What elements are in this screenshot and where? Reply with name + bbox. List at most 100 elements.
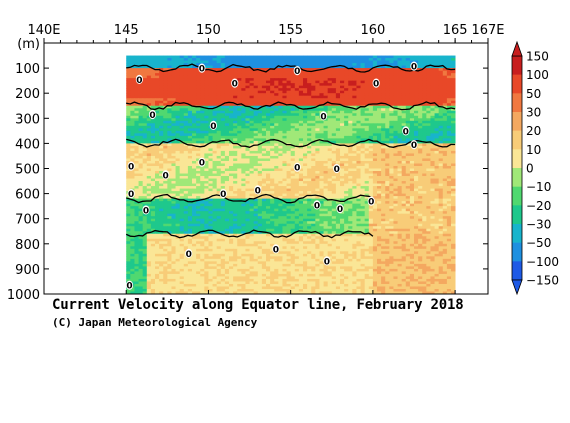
field-cell (245, 153, 250, 157)
field-cell (212, 85, 218, 89)
field-cell (418, 115, 423, 119)
field-cell (422, 80, 427, 84)
field-cell (266, 70, 271, 74)
field-cell (356, 130, 361, 134)
field-cell (348, 153, 353, 157)
field-cell (257, 130, 263, 134)
field-cell (422, 125, 427, 129)
field-cell (183, 173, 189, 177)
field-cell (196, 98, 201, 102)
field-cell (298, 145, 304, 149)
field-cell (418, 90, 423, 94)
field-cell (381, 83, 386, 87)
field-cell (150, 85, 156, 89)
field-cell (126, 178, 131, 182)
field-cell (348, 165, 353, 169)
field-cell (434, 115, 440, 119)
field-cell (434, 140, 440, 144)
field-cell (187, 123, 193, 127)
field-cell (397, 178, 403, 182)
field-cell (401, 78, 407, 82)
field-cell (319, 125, 324, 129)
field-cell (418, 148, 423, 152)
field-cell (368, 90, 374, 94)
field-cell (155, 188, 160, 192)
field-cell (237, 85, 242, 89)
field-cell (385, 163, 390, 167)
field-cell (134, 63, 139, 66)
field-cell (377, 155, 382, 159)
field-cell (146, 135, 152, 139)
field-cell (216, 125, 222, 129)
field-cell (401, 191, 407, 194)
field-cell (414, 55, 419, 59)
field-cell (340, 120, 345, 124)
field-cell (278, 105, 283, 109)
field-cell (381, 115, 386, 119)
field-cell (233, 93, 238, 97)
field-cell (138, 186, 144, 189)
field-cell (323, 78, 329, 82)
field-cell (167, 145, 172, 149)
field-cell (319, 165, 324, 169)
field-cell (451, 78, 456, 82)
field-cell (311, 55, 316, 59)
field-cell (204, 75, 209, 79)
field-cell (294, 133, 300, 137)
field-cell (422, 60, 427, 64)
field-cell (150, 148, 156, 152)
field-cell (266, 145, 271, 149)
field-cell (323, 171, 329, 174)
field-cell (261, 148, 267, 152)
field-cell (389, 125, 394, 129)
field-cell (340, 110, 345, 114)
field-cell (418, 80, 423, 84)
field-cell (146, 108, 152, 112)
field-cell (442, 118, 448, 122)
field-cell (344, 73, 349, 77)
field-cell (146, 63, 152, 66)
field-cell (397, 191, 403, 194)
field-cell (196, 183, 201, 187)
field-cell (208, 208, 213, 212)
field-cell (237, 138, 242, 142)
field-cell (261, 211, 267, 215)
field-cell (196, 140, 201, 144)
field-cell (430, 176, 435, 179)
field-cell (150, 155, 156, 159)
field-cell (245, 120, 250, 124)
field-cell (150, 138, 156, 142)
field-cell (286, 118, 292, 122)
field-cell (183, 115, 189, 119)
field-cell (249, 150, 255, 154)
field-cell (208, 143, 213, 147)
field-cell (368, 183, 374, 187)
field-cell (446, 201, 452, 205)
field-cell (167, 181, 172, 184)
field-cell (385, 110, 390, 114)
field-cell (340, 73, 345, 77)
field-cell (233, 133, 238, 137)
field-cell (315, 155, 320, 159)
field-cell (434, 198, 440, 202)
field-cell (175, 158, 181, 162)
field-cell (405, 83, 411, 87)
field-cell (261, 58, 267, 61)
field-cell (364, 115, 370, 119)
field-cell (249, 80, 255, 84)
field-cell (282, 183, 287, 187)
field-cell (327, 193, 333, 197)
field-cell (249, 83, 255, 87)
field-cell (130, 128, 135, 132)
field-cell (340, 153, 345, 157)
field-cell (327, 90, 333, 94)
field-cell (229, 143, 234, 147)
field-cell (142, 98, 148, 102)
field-cell (266, 155, 271, 159)
field-cell (204, 150, 209, 154)
field-cell (171, 143, 176, 147)
field-cell (175, 178, 181, 182)
field-cell (451, 201, 456, 205)
field-cell (352, 85, 357, 89)
field-cell (364, 123, 370, 127)
